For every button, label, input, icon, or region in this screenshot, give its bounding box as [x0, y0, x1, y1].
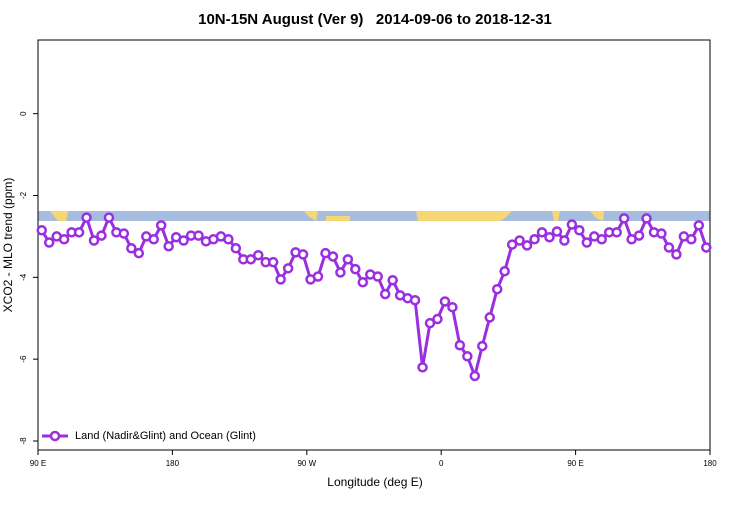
x-axis-label: Longitude (deg E) [327, 475, 422, 489]
data-point [253, 249, 264, 261]
data-point [103, 212, 115, 223]
data-point [275, 274, 286, 285]
data-point [148, 234, 159, 245]
data-point [477, 340, 488, 352]
data-point [641, 213, 652, 224]
data-point [357, 276, 369, 288]
data-point [529, 234, 540, 245]
land-patch [552, 211, 560, 221]
data-point [544, 231, 555, 243]
data-point [432, 313, 443, 325]
data-point [36, 225, 47, 236]
x-tick-label: 0 [439, 459, 444, 468]
data-point [469, 370, 481, 382]
y-tick-label: -2 [19, 191, 28, 199]
chart-title: 10N-15N August (Ver 9) 2014-09-06 to 201… [198, 11, 552, 28]
data-point [551, 226, 563, 237]
y-tick-label: 0 [19, 111, 28, 116]
data-point [409, 294, 421, 306]
data-point [372, 271, 383, 282]
data-point [536, 227, 548, 238]
data-point [566, 219, 578, 230]
data-point [693, 220, 705, 231]
data-point [491, 283, 503, 295]
data-point [387, 274, 398, 286]
data-point [484, 312, 495, 323]
y-axis-label: XCO2 - MLO trend (ppm) [1, 178, 15, 313]
legend-marker [49, 430, 61, 442]
data-point [342, 254, 354, 265]
y-tick-label: -8 [19, 437, 28, 445]
data-point [297, 249, 309, 260]
data-point [447, 301, 458, 313]
data-point [230, 243, 242, 254]
x-tick-label: 180 [166, 459, 180, 468]
data-point [454, 339, 466, 351]
data-point [327, 251, 339, 262]
x-tick-label: 180 [703, 459, 717, 468]
data-point [701, 242, 712, 253]
data-point [618, 213, 630, 224]
data-point [81, 212, 92, 223]
data-point [596, 234, 607, 245]
data-point [58, 234, 70, 245]
y-tick-label: -4 [19, 273, 28, 281]
data-point [163, 240, 174, 252]
data-point [155, 220, 167, 231]
x-tick-label: 90 E [567, 459, 583, 468]
data-point [559, 235, 570, 246]
data-point [73, 227, 85, 238]
data-point [96, 230, 107, 241]
data-point [417, 362, 428, 373]
data-point [88, 235, 100, 246]
data-point [663, 242, 675, 253]
data-point [514, 235, 525, 246]
data-point [350, 263, 361, 275]
data-point [335, 267, 346, 278]
data-point [178, 235, 189, 246]
data-point [506, 239, 518, 250]
data-point [193, 230, 204, 241]
data-point [267, 256, 279, 268]
land-patch [50, 211, 68, 221]
data-point [43, 237, 55, 248]
x-tick-label: 90 W [297, 459, 316, 468]
legend-label: Land (Nadir&Glint) and Ocean (Glint) [75, 430, 256, 442]
data-point [633, 230, 645, 241]
data-point [424, 317, 436, 329]
data-point [223, 234, 234, 245]
data-point [521, 240, 533, 251]
land-patch [304, 211, 318, 221]
data-point [581, 237, 593, 248]
legend: Land (Nadir&Glint) and Ocean (Glint) [42, 430, 256, 442]
surface-mask [38, 211, 710, 221]
data-point [312, 271, 324, 282]
data-point [611, 227, 622, 238]
y-tick-label: -6 [19, 355, 28, 363]
land-patch [326, 216, 350, 221]
data-point [118, 228, 130, 239]
data-point [379, 288, 391, 300]
x-tick-label: 90 E [30, 459, 46, 468]
data-point [133, 247, 145, 259]
data-point [656, 228, 667, 239]
data-point [462, 351, 473, 362]
data-point [126, 243, 137, 254]
land-patch [590, 211, 604, 221]
data-point [439, 296, 451, 307]
data-point [574, 225, 585, 236]
data-point [686, 234, 697, 245]
ocean-band [38, 211, 710, 221]
data-point [671, 249, 682, 260]
data-point [245, 254, 257, 265]
data-point [282, 263, 294, 274]
land-patch [416, 211, 512, 221]
data-point [499, 265, 510, 277]
